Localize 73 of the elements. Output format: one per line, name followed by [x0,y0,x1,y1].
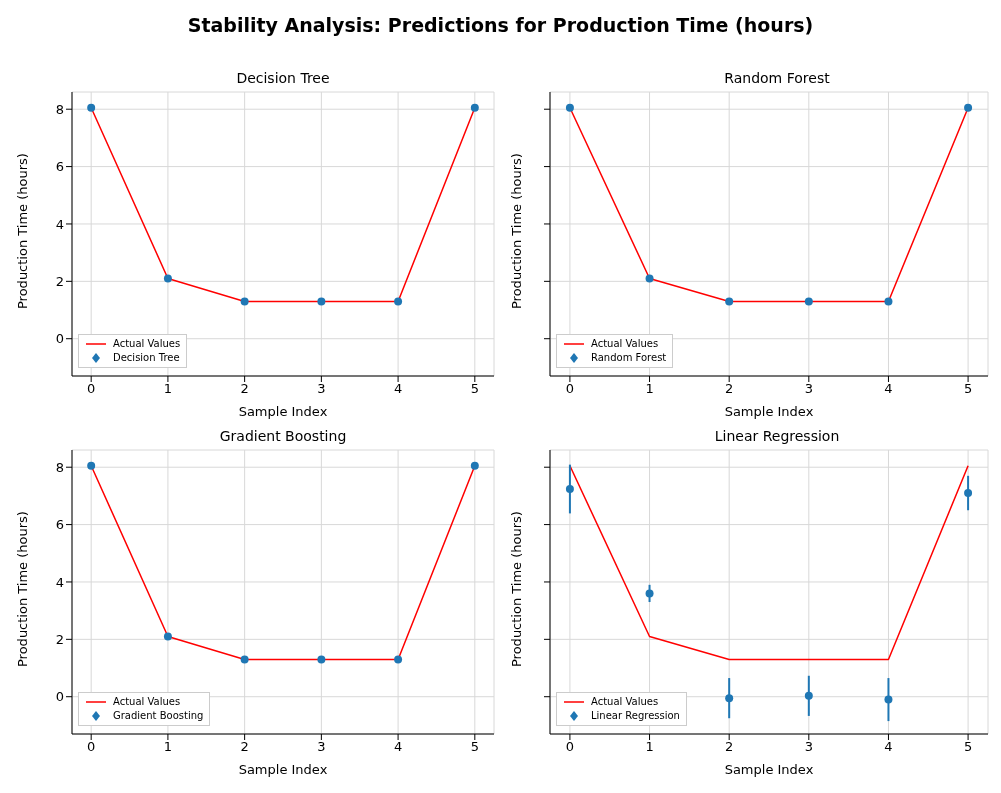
y-axis-title: Production Time (hours) [508,511,524,667]
x-tick-label: 1 [163,381,173,397]
point [163,632,172,641]
x-tick-label: 0 [565,739,575,755]
legend-label: Gradient Boosting [113,709,204,723]
legend-label: Actual Values [113,337,181,351]
y-tick-label: 8 [55,459,64,475]
x-tick-label: 3 [804,381,813,397]
x-tick-label: 5 [963,381,973,397]
point [725,694,734,703]
x-axis-title: Sample Index [238,762,328,777]
chart-title: Gradient Boosting [218,428,348,444]
legend-label: Actual Values [591,695,659,709]
point [317,655,326,664]
point [645,589,654,598]
x-tick-label: 5 [963,739,973,755]
legend-label: Actual Values [113,695,181,709]
y-axis-title: Production Time (hours) [14,511,30,667]
x-tick-label: 4 [393,381,403,397]
point [470,103,479,112]
legend-label: Decision Tree [113,351,180,365]
chart-title: Linear Regression [713,428,841,444]
x-tick-label: 2 [725,739,734,755]
point [240,297,249,306]
y-tick-label: 2 [55,273,64,289]
point [565,485,574,494]
y-tick-label: 2 [55,631,64,647]
x-tick-label: 2 [240,381,249,397]
x-tick-label: 0 [87,739,96,755]
y-tick-label: 8 [55,101,64,117]
x-tick-label: 3 [317,381,326,397]
y-tick-label: 0 [55,689,64,705]
x-tick-label: 3 [804,739,813,755]
x-axis-title: Sample Index [724,762,814,777]
legend-label: Random Forest [591,351,667,365]
x-tick-label: 4 [884,381,893,397]
y-tick-label: 4 [55,574,64,590]
point [394,655,403,664]
y-tick-label: 6 [55,159,64,175]
x-tick-label: 1 [645,381,654,397]
x-tick-label: 3 [317,739,326,755]
x-tick-label: 2 [725,381,734,397]
x-tick-label: 1 [645,739,654,755]
legend-label: Actual Values [591,337,659,351]
x-axis-title: Sample Index [724,404,814,419]
point [964,489,973,498]
x-tick-label: 2 [240,739,249,755]
point [804,691,813,700]
x-tick-label: 5 [470,381,479,397]
x-axis-title: Sample Index [238,404,328,419]
point [87,103,96,112]
x-tick-label: 5 [470,739,479,755]
point [240,655,249,664]
text: Stability Analysis: Predictions for Production Time (hours) [186,14,815,36]
point [317,297,326,306]
point [470,461,479,470]
x-tick-label: 4 [884,739,893,755]
y-tick-label: 6 [55,517,64,533]
x-tick-label: 1 [163,739,173,755]
x-tick-label: 0 [565,381,575,397]
legend-label: Linear Regression [591,709,680,723]
point [163,274,172,283]
chart-title: Decision Tree [235,70,331,86]
point [87,461,96,470]
point [884,695,893,704]
x-tick-label: 4 [393,739,403,755]
y-axis-title: Production Time (hours) [508,153,524,309]
chart-title: Random Forest [723,70,831,86]
y-axis-title: Production Time (hours) [14,153,30,309]
point [394,297,403,306]
y-tick-label: 4 [55,216,64,232]
y-tick-label: 0 [55,331,64,347]
x-tick-label: 0 [87,381,96,397]
